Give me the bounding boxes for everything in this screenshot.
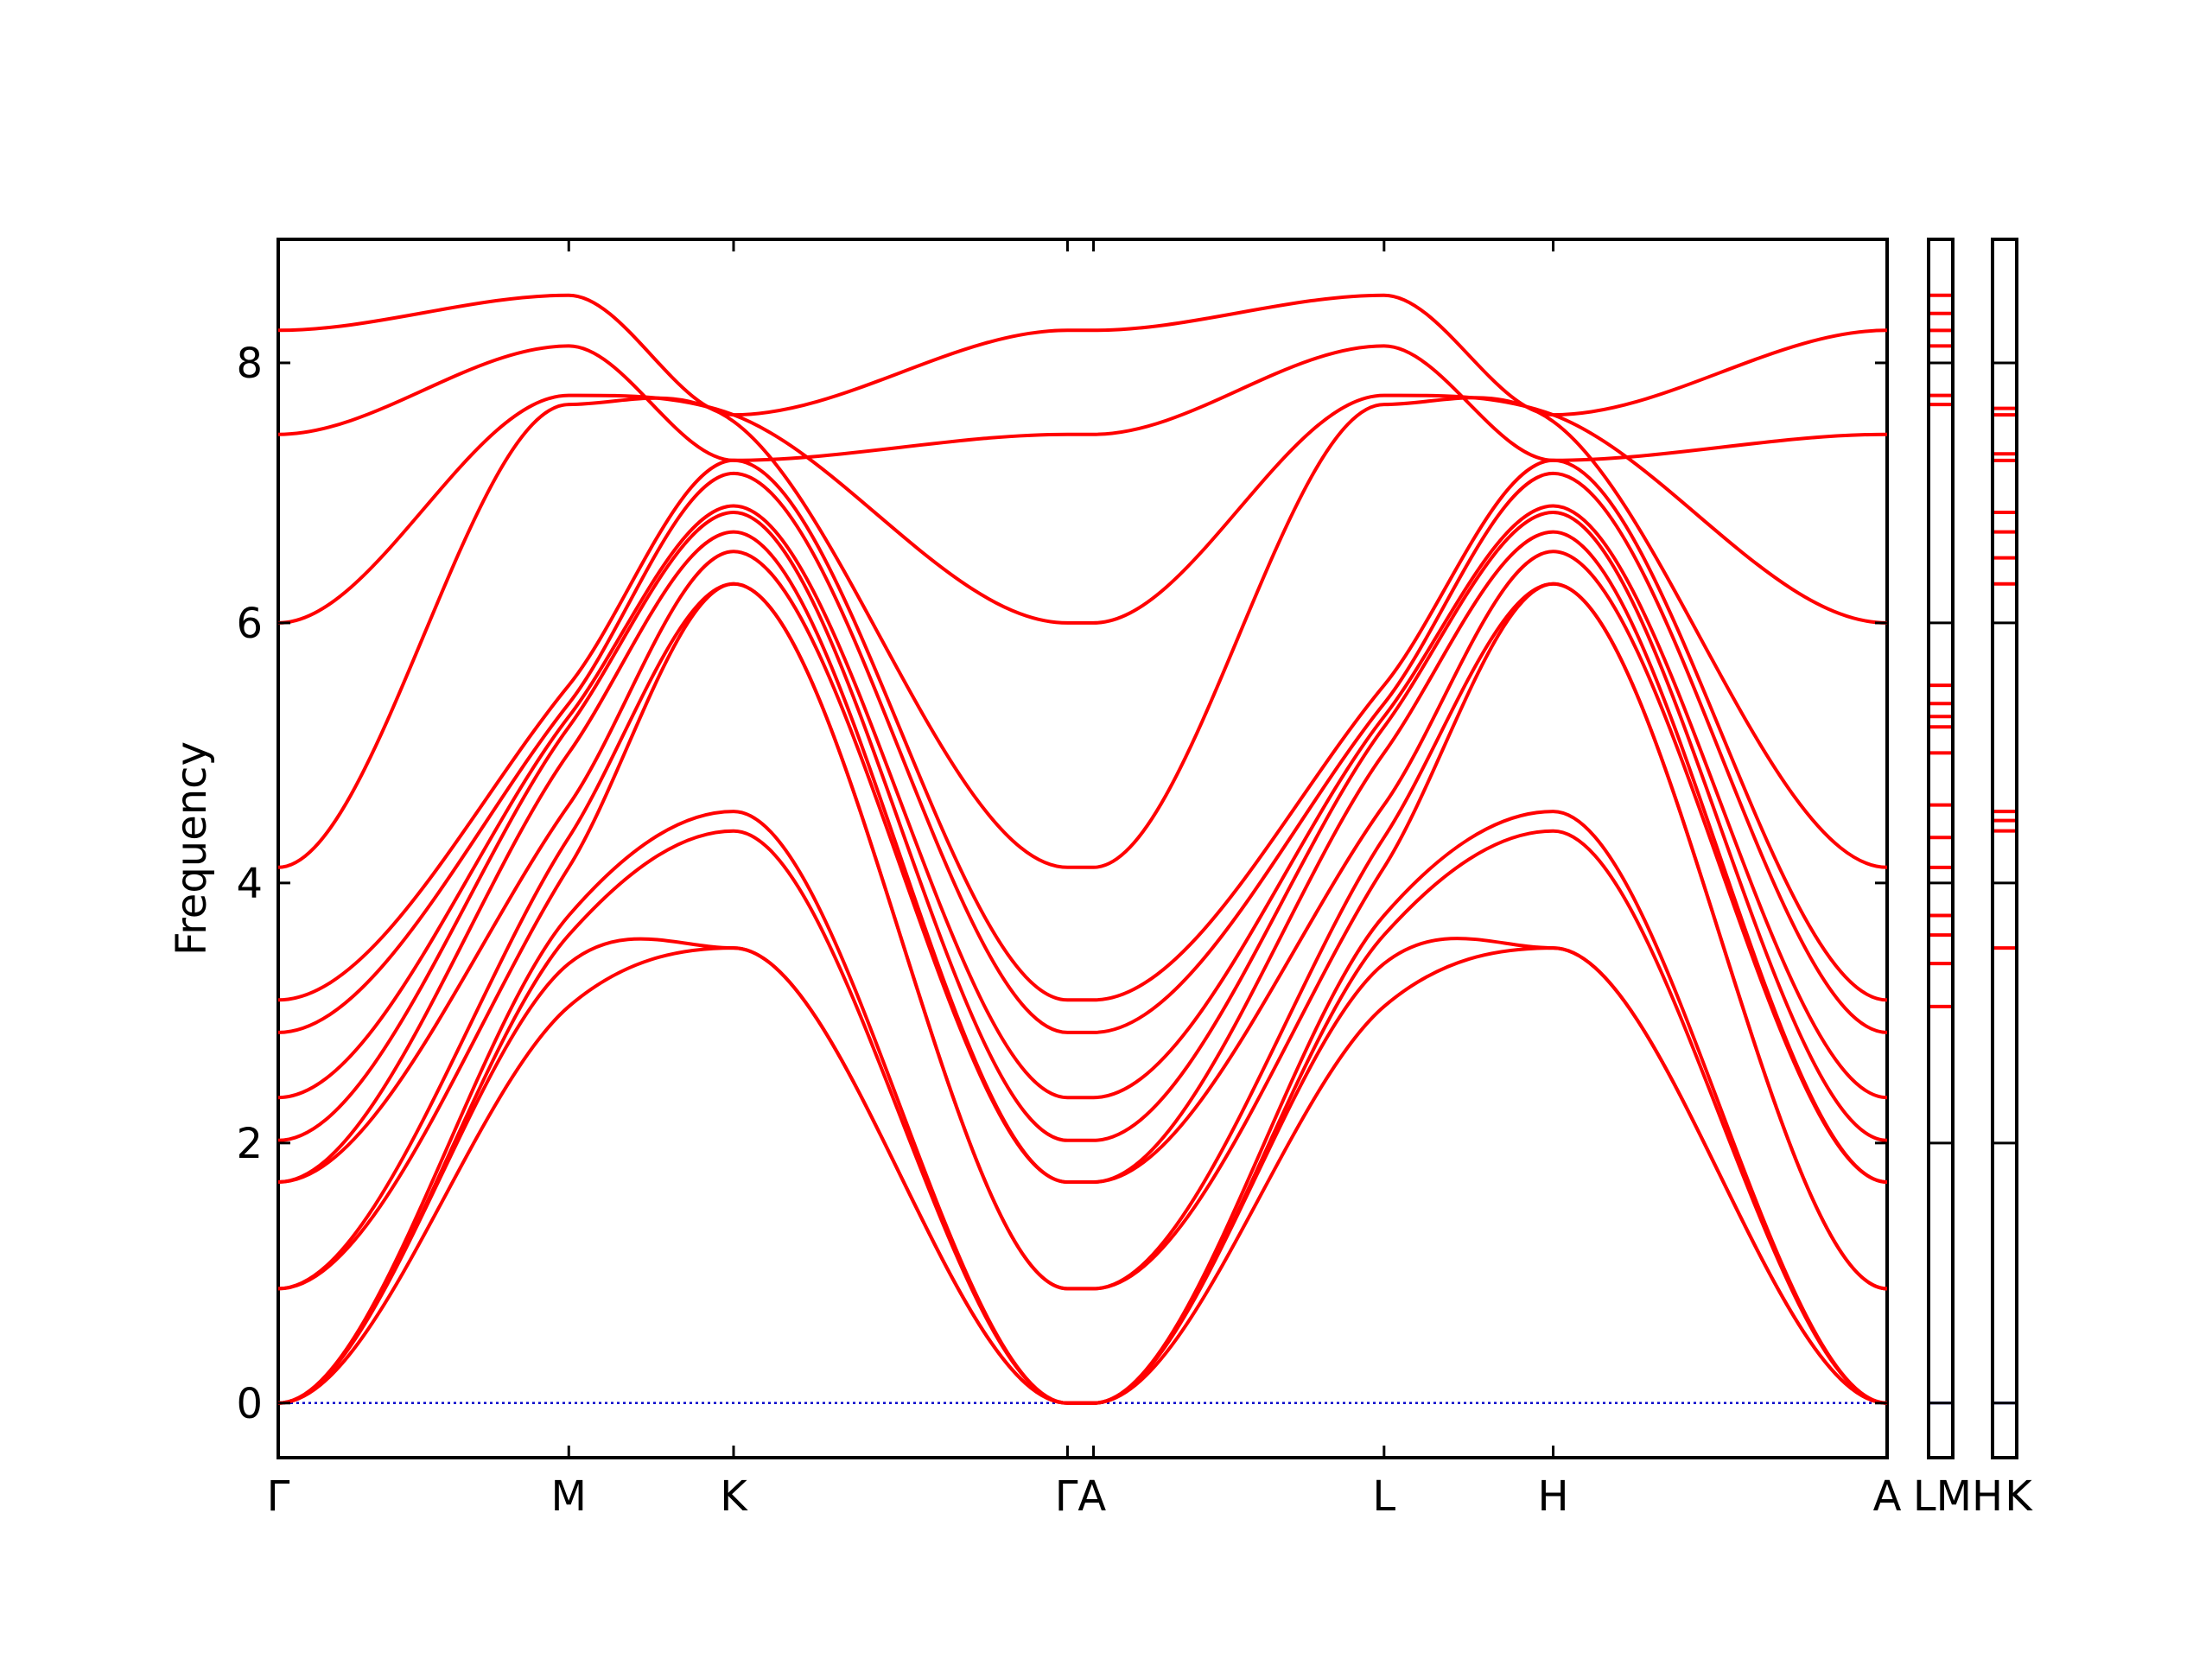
y-tick-label-2: 4 — [236, 860, 263, 908]
main-x-tick-labels: Γ M K ΓA L H A — [267, 1472, 1902, 1521]
x-tick-label-4: L — [1372, 1472, 1395, 1521]
y-tick-label-1: 2 — [236, 1120, 263, 1168]
x-tick-label-lmh: LMH — [1913, 1472, 2003, 1521]
main-x-ticks — [276, 239, 1889, 1458]
bands-layer — [277, 293, 1888, 1405]
band-line-8 — [277, 530, 1888, 1185]
band-line-4 — [277, 810, 1888, 1405]
x-tick-label-3: ΓA — [1055, 1472, 1107, 1521]
dos-lm-frame — [1927, 238, 1955, 1459]
band-line-12 — [277, 458, 1888, 1002]
band-line-16 — [277, 293, 1888, 417]
dos-lm-levels — [1930, 293, 1951, 1405]
band-line-13 — [277, 396, 1888, 869]
band-line-9 — [277, 510, 1888, 1142]
x-tick-label-6: A — [1873, 1472, 1902, 1521]
main-y-ticks: 0 2 4 6 8 — [236, 340, 1887, 1428]
side-panel-tick-labels: LMH K — [1913, 1472, 2033, 1521]
y-tick-label-0: 0 — [236, 1380, 263, 1428]
band-line-15 — [277, 344, 1888, 462]
y-tick-label-4: 8 — [236, 340, 263, 388]
y-tick-label-3: 6 — [236, 600, 263, 648]
main-plot-frame — [276, 238, 1889, 1459]
dos-hk-frame — [1991, 238, 2018, 1459]
y-axis-label: Frequency — [168, 741, 216, 956]
band-line-3 — [277, 829, 1888, 1405]
dos-panel-lm — [1927, 238, 1955, 1459]
x-tick-label-1: M — [551, 1472, 587, 1521]
dos-hk-levels — [1994, 406, 2015, 1405]
dos-hk-ticks — [1993, 361, 2017, 1405]
dos-lm-ticks — [1929, 361, 1953, 1405]
x-tick-label-2: K — [720, 1472, 748, 1521]
main-band-panel: 0 2 4 6 8 Γ M K ΓA L H A Frequency — [168, 238, 1902, 1521]
x-tick-label-k-side: K — [2005, 1472, 2033, 1521]
band-line-14 — [277, 393, 1888, 625]
dos-panel-hk — [1991, 238, 2018, 1459]
band-line-11 — [277, 471, 1888, 1034]
band-line-6 — [277, 582, 1888, 1291]
x-tick-label-0: Γ — [267, 1472, 290, 1521]
band-line-10 — [277, 504, 1888, 1100]
x-tick-label-5: H — [1538, 1472, 1569, 1521]
band-line-1 — [277, 946, 1888, 1405]
